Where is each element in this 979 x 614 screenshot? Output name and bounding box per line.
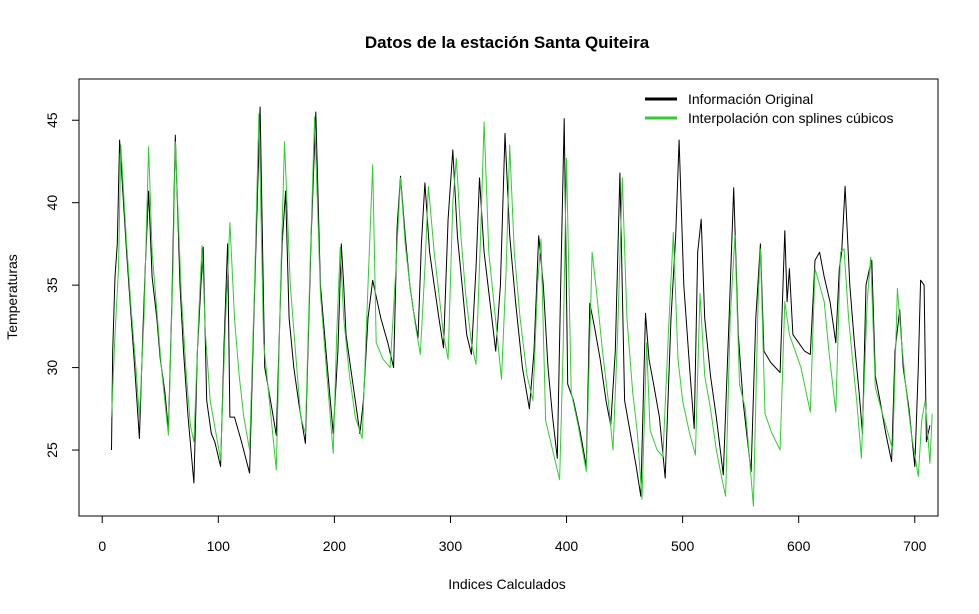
chart-title: Datos de la estación Santa Quiteira xyxy=(365,33,650,52)
series-layer xyxy=(111,106,933,507)
y-tick-label: 30 xyxy=(44,360,60,376)
x-tick-label: 300 xyxy=(439,538,463,554)
x-tick-label: 200 xyxy=(323,538,347,554)
x-axis: 0 100 200 300 400 500 600 700 xyxy=(98,515,927,554)
y-tick-label: 25 xyxy=(44,442,60,458)
series-line-1 xyxy=(111,106,931,497)
x-tick-label: 500 xyxy=(671,538,695,554)
x-tick-label: 100 xyxy=(207,538,231,554)
legend: Información Original Interpolación con sp… xyxy=(645,91,893,126)
y-axis: 25 30 35 40 45 xyxy=(44,112,80,458)
legend-label-2: Interpolación con splines cúbicos xyxy=(688,110,893,126)
y-axis-label: Temperaturas xyxy=(4,254,20,340)
y-tick-label: 45 xyxy=(44,112,60,128)
x-tick-label: 0 xyxy=(98,538,106,554)
x-tick-label: 400 xyxy=(555,538,579,554)
legend-label-1: Información Original xyxy=(688,91,813,107)
x-tick-label: 700 xyxy=(903,538,927,554)
x-axis-label: Indices Calculados xyxy=(448,576,566,592)
x-tick-label: 600 xyxy=(787,538,811,554)
plot-frame xyxy=(78,78,939,517)
series-line-2 xyxy=(111,113,933,507)
y-tick-label: 35 xyxy=(44,277,60,293)
y-tick-label: 40 xyxy=(44,195,60,211)
